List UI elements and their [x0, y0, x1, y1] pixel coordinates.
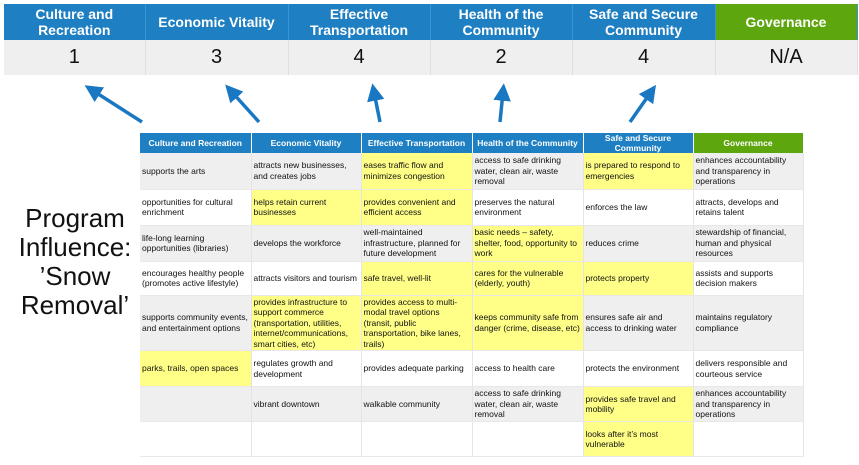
matrix-cell: cares for the vulnerable (elderly, youth… — [472, 261, 584, 296]
summary-header: Health of the Community — [430, 4, 573, 40]
matrix-row: opportunities for cultural enrichment hel… — [140, 189, 804, 226]
matrix-cell: looks after it’s most vulnerable — [583, 421, 694, 457]
matrix-row: looks after it’s most vulnerable — [140, 421, 804, 457]
matrix-cell: protects the environment — [583, 350, 694, 387]
matrix-cell — [693, 421, 804, 457]
matrix-cell: delivers responsible and courteous servi… — [693, 350, 804, 387]
summary-score: 4 — [288, 40, 431, 75]
summary-score: 1 — [4, 40, 146, 75]
matrix-cell: access to safe drinking water, clean air… — [472, 386, 584, 422]
matrix-cell: assists and supports decision makers — [693, 261, 804, 296]
matrix-cell — [140, 386, 252, 422]
matrix-cell: attracts visitors and tourism — [251, 261, 362, 296]
matrix-cell: provides access to multi-modal travel op… — [361, 295, 473, 351]
arrow-icon — [493, 83, 511, 123]
matrix-cell: parks, trails, open spaces — [140, 350, 252, 387]
matrix-cell: access to health care — [472, 350, 584, 387]
arrow-icon — [225, 84, 261, 124]
matrix-cell: enhances accountability and transparency… — [693, 153, 804, 190]
arrows — [84, 83, 657, 124]
matrix-cell: vibrant downtown — [251, 386, 362, 422]
matrix-cell: enhances accountability and transparency… — [693, 386, 804, 422]
matrix-cell: keeps community safe from danger (crime,… — [472, 295, 584, 351]
matrix-cell: supports the arts — [140, 153, 252, 190]
matrix-cell: life-long learning opportunities (librar… — [140, 225, 252, 262]
matrix-cell: provides infrastructure to support comme… — [251, 295, 362, 351]
influence-matrix: Culture and Recreation Economic Vitality E… — [140, 133, 804, 457]
matrix-header: Health of the Community — [472, 133, 584, 153]
matrix-cell: preserves the natural environment — [472, 189, 584, 226]
matrix-cell: develops the workforce — [251, 225, 362, 262]
matrix-cell: protects property — [583, 261, 694, 296]
matrix-row: life-long learning opportunities (librar… — [140, 225, 804, 262]
summary-score: 4 — [572, 40, 716, 75]
matrix-cell: supports community events, and entertain… — [140, 295, 252, 351]
matrix-header: Culture and Recreation — [140, 133, 252, 153]
matrix-row: parks, trails, open spaces regulates grow… — [140, 350, 804, 387]
matrix-cell: stewardship of financial, human and phys… — [693, 225, 804, 262]
matrix-cell: encourages healthy people (promotes acti… — [140, 261, 252, 296]
matrix-header: Governance — [693, 133, 804, 153]
summary-header: Safe and Secure Community — [572, 4, 716, 40]
matrix-cell: reduces crime — [583, 225, 694, 262]
matrix-cell: enforces the law — [583, 189, 694, 226]
program-influence-label: Program Influence: ’Snow Removal’ — [18, 203, 132, 320]
arrow-icon — [84, 85, 143, 124]
matrix-cell — [140, 421, 252, 457]
matrix-cell: well-maintained infrastructure, planned … — [361, 225, 473, 262]
arrow-icon — [367, 83, 385, 123]
matrix-cell: basic needs – safety, shelter, food, opp… — [472, 225, 584, 262]
matrix-cell: provides safe travel and mobility — [583, 386, 694, 422]
matrix-row: vibrant downtown walkable community access… — [140, 386, 804, 422]
matrix-cell: ensures safe air and access to drinking … — [583, 295, 694, 351]
summary-score: 3 — [145, 40, 289, 75]
matrix-cell: helps retain current businesses — [251, 189, 362, 226]
matrix-row: supports the arts attracts new businesses… — [140, 153, 804, 190]
matrix-cell: provides convenient and efficient access — [361, 189, 473, 226]
matrix-cell: is prepared to respond to emergencies — [583, 153, 694, 190]
summary-score: N/A — [715, 40, 858, 75]
matrix-cell: attracts new businesses, and creates job… — [251, 153, 362, 190]
matrix-row: supports community events, and entertain… — [140, 295, 804, 351]
matrix-header: Economic Vitality — [251, 133, 362, 153]
summary-header: Economic Vitality — [145, 4, 289, 40]
matrix-header: Safe and Secure Community — [583, 133, 694, 153]
summary-header: Effective Transportation — [288, 4, 431, 40]
matrix-cell: safe travel, well-lit — [361, 261, 473, 296]
matrix-cell — [472, 421, 584, 457]
matrix-cell: regulates growth and development — [251, 350, 362, 387]
matrix-cell: opportunities for cultural enrichment — [140, 189, 252, 226]
matrix-cell: eases traffic flow and minimizes congest… — [361, 153, 473, 190]
matrix-cell: attracts, develops and retains talent — [693, 189, 804, 226]
matrix-cell: access to safe drinking water, clean air… — [472, 153, 584, 190]
matrix-header: Effective Transportation — [361, 133, 473, 153]
matrix-cell: maintains regulatory compliance — [693, 295, 804, 351]
arrow-icon — [628, 84, 657, 124]
matrix-cell — [251, 421, 362, 457]
matrix-cell — [361, 421, 473, 457]
summary-table: Culture and Recreation Economic Vitality E… — [4, 4, 858, 75]
matrix-row: encourages healthy people (promotes acti… — [140, 261, 804, 296]
summary-score: 2 — [430, 40, 573, 75]
summary-header: Culture and Recreation — [4, 4, 146, 40]
summary-header: Governance — [715, 4, 858, 40]
matrix-cell: provides adequate parking — [361, 350, 473, 387]
matrix-cell: walkable community — [361, 386, 473, 422]
